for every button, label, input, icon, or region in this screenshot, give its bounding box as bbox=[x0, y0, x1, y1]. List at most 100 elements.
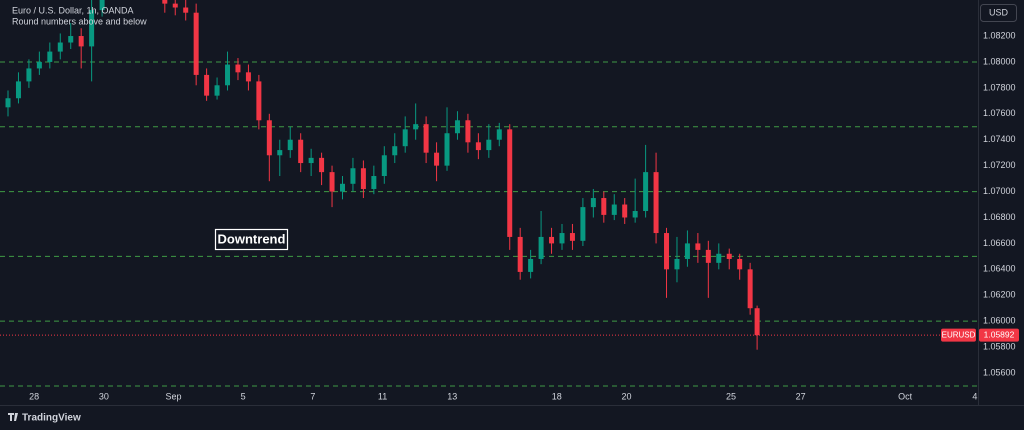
candle-body bbox=[559, 233, 565, 244]
candle-body bbox=[716, 253, 722, 263]
candle-body bbox=[298, 139, 304, 164]
candle-body bbox=[245, 72, 251, 82]
candle-body bbox=[705, 249, 711, 263]
x-tick-label: 27 bbox=[796, 391, 806, 401]
symbol-label: EURUSD bbox=[942, 330, 976, 339]
candle-body bbox=[601, 198, 607, 215]
candle-body bbox=[643, 172, 649, 212]
candle-body bbox=[674, 258, 680, 270]
candle-body bbox=[308, 157, 314, 164]
candle-body bbox=[475, 142, 481, 151]
last-price-label: 1.05892 bbox=[984, 329, 1015, 339]
candle-body bbox=[214, 85, 220, 96]
candle-body bbox=[36, 61, 42, 69]
y-tick-label: 1.07800 bbox=[983, 82, 1016, 92]
x-tick-label: 20 bbox=[621, 391, 631, 401]
y-tick-label: 1.07400 bbox=[983, 134, 1016, 144]
candle-body bbox=[549, 236, 555, 244]
candle-body bbox=[319, 157, 325, 173]
candle-body bbox=[695, 243, 701, 250]
y-tick-label: 1.07600 bbox=[983, 108, 1016, 118]
brand: TradingView bbox=[22, 413, 81, 424]
y-tick-label: 1.06600 bbox=[983, 238, 1016, 248]
y-tick-label: 1.06400 bbox=[983, 264, 1016, 274]
candle-body bbox=[15, 81, 21, 99]
candle-body bbox=[68, 36, 74, 43]
candle-body bbox=[434, 152, 440, 166]
annotation-box bbox=[214, 228, 289, 251]
candle-body bbox=[517, 236, 523, 272]
candle-body bbox=[339, 183, 345, 192]
currency-button[interactable] bbox=[980, 4, 1017, 22]
candle-body bbox=[580, 207, 586, 241]
candle-body bbox=[183, 7, 189, 13]
x-tick-label: 13 bbox=[447, 391, 457, 401]
candle-body bbox=[78, 36, 84, 47]
candle-body bbox=[611, 204, 617, 215]
candle-body bbox=[266, 120, 272, 156]
candle-body bbox=[47, 51, 53, 62]
candle-body bbox=[162, 0, 168, 4]
candle-body bbox=[590, 198, 596, 208]
candle-body bbox=[172, 3, 178, 8]
candle-body bbox=[413, 124, 419, 130]
y-tick-label: 1.08200 bbox=[983, 30, 1016, 40]
y-tick-label: 1.06800 bbox=[983, 212, 1016, 222]
candle-body bbox=[193, 12, 199, 75]
candle-body bbox=[329, 172, 335, 192]
candle-body bbox=[89, 10, 95, 47]
candle-body bbox=[392, 146, 398, 156]
candle-body bbox=[204, 74, 210, 96]
candle-body bbox=[747, 269, 753, 309]
x-tick-label: 5 bbox=[241, 391, 246, 401]
y-tick-label: 1.08000 bbox=[983, 56, 1016, 66]
candle-body bbox=[528, 258, 534, 272]
candle-body bbox=[622, 204, 628, 218]
y-tick-label: 1.05800 bbox=[983, 341, 1016, 351]
candle-body bbox=[26, 68, 32, 82]
candle-body bbox=[277, 150, 283, 156]
candle-body bbox=[507, 129, 513, 237]
last-price-box bbox=[979, 328, 1019, 342]
candle-body bbox=[486, 139, 492, 151]
candle-body bbox=[569, 233, 575, 241]
symbol-box bbox=[941, 328, 976, 342]
y-tick-label: 1.07000 bbox=[983, 186, 1016, 196]
brand-logo bbox=[8, 413, 18, 421]
candle-body bbox=[256, 81, 262, 121]
candle-body bbox=[465, 120, 471, 143]
x-tick-label: Oct bbox=[898, 391, 913, 401]
candle-body bbox=[684, 243, 690, 259]
x-tick-label: 7 bbox=[310, 391, 315, 401]
candle-body bbox=[754, 308, 760, 336]
candle-body bbox=[496, 129, 502, 140]
x-tick-label: 30 bbox=[99, 391, 109, 401]
candle-body bbox=[287, 139, 293, 151]
candle-body bbox=[402, 129, 408, 147]
candle-body bbox=[454, 120, 460, 134]
candle-body bbox=[381, 155, 387, 177]
currency-label[interactable]: USD bbox=[989, 7, 1009, 17]
x-tick-label: Sep bbox=[166, 391, 182, 401]
candle-body bbox=[350, 168, 356, 184]
candle-body bbox=[99, 0, 105, 11]
candle-body bbox=[235, 64, 241, 73]
plot-area bbox=[0, 0, 978, 387]
x-tick-label: 18 bbox=[552, 391, 562, 401]
x-tick-label: 25 bbox=[726, 391, 736, 401]
candle-body bbox=[737, 258, 743, 270]
candle-body bbox=[5, 98, 11, 108]
y-tick-label: 1.07200 bbox=[983, 160, 1016, 170]
candle-body bbox=[653, 172, 659, 234]
candle-body bbox=[632, 211, 638, 218]
candle-body bbox=[225, 64, 231, 86]
x-tick-label: 11 bbox=[378, 391, 387, 401]
candle-body bbox=[371, 176, 377, 189]
y-tick-label: 1.05600 bbox=[983, 367, 1016, 377]
annotation-text: Downtrend bbox=[218, 231, 286, 246]
chart-title: Euro / U.S. Dollar, 1h, OANDA bbox=[12, 5, 134, 15]
x-tick-label: 4 bbox=[972, 391, 977, 401]
candle-body bbox=[360, 168, 366, 189]
